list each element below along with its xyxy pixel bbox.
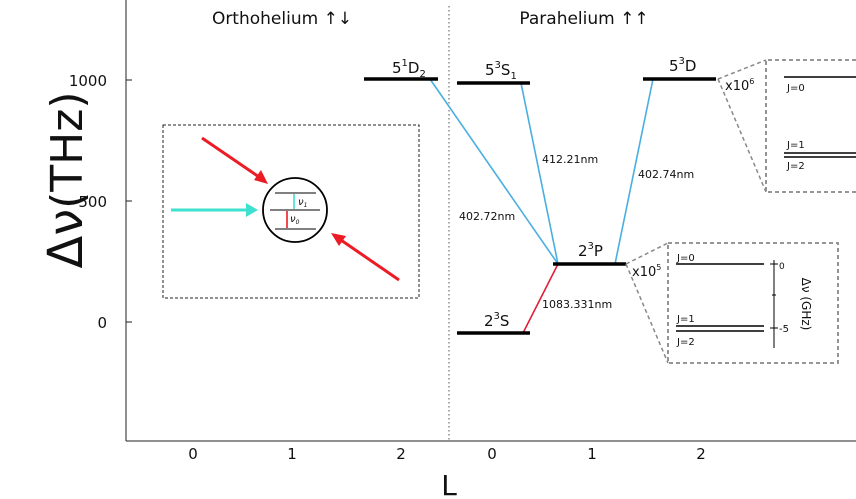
transition-5-1d2-to-2-3p [429,78,559,265]
y-tick-label-0: 0 [97,314,107,332]
upper-inset-j2-label: J=2 [786,161,805,172]
wavelength-1083-331: 1083.331nm [542,298,612,311]
x-tick-label-left-1: 1 [287,445,297,463]
x-tick-label-left-0: 0 [188,445,198,463]
level-label-2-3s: 23S [484,311,509,330]
lower-inset-connector-top [625,242,669,265]
lower-inset-connector-bottom [625,263,669,364]
y-axis-symbol: Δν [38,209,94,269]
svg-text:Δν(THz): Δν(THz) [38,91,94,268]
lower-inset-box [667,242,839,364]
upper-inset-scale: x106 [725,77,754,94]
laser-cartoon-box [162,124,420,299]
y-axis-title: Δν(THz) [38,91,94,268]
upper-inset-connector-bottom [717,78,767,193]
y-tick-label-1000: 1000 [69,72,107,90]
y-axis-unit: (THz) [42,91,93,208]
lower-inset-axis-label-5: -5 [779,324,789,335]
x-axis-title: L [441,469,457,499]
red-laser-arrowhead-lower [331,233,346,246]
lower-inset-j2-label: J=2 [676,337,695,348]
parahelium-header: Parahelium ↑↑ [519,9,648,29]
transition-5-3d-to-2-3p [614,78,654,265]
svg-text:Δν (GHz): Δν (GHz) [799,278,813,331]
red-laser-arrow-upper [201,136,263,181]
upper-inset-j1-label: J=1 [786,140,805,151]
red-laser-arrowhead-upper [254,170,268,184]
level-label-5-3s1: 53S1 [485,60,517,82]
lower-inset-j1-label: J=1 [676,314,695,325]
x-tick-label-right-2: 2 [696,445,706,463]
lower-inset-axis-label-0: 0 [779,262,785,272]
x-tick-label-right-1: 1 [587,445,597,463]
wavelength-402-72: 402.72nm [459,210,515,223]
transition-5-3s1-to-2-3p [520,82,559,265]
orthohelium-header: Orthohelium ↑↓ [212,9,352,29]
nu0-label: ν0 [290,214,300,226]
level-label-5-1d2: 51D2 [392,58,426,80]
x-tick-label-left-2: 2 [396,445,406,463]
transition-2-3p-to-2-3s [522,263,559,334]
wavelength-402-74: 402.74nm [638,168,694,181]
lower-inset-scale: x105 [632,263,661,280]
cyan-laser-arrowhead [246,203,258,217]
level-label-5-3d: 53D [669,56,696,75]
lower-inset-j0-label: J=0 [676,253,695,264]
level-label-2-3p: 23P [578,241,603,260]
wavelength-412-21: 412.21nm [542,153,598,166]
upper-inset-connector-top [717,59,767,80]
x-tick-label-right-0: 0 [487,445,497,463]
lower-inset-axis-title: Δν (GHz) [799,278,813,331]
nu1-label: ν1 [298,197,307,209]
upper-inset-box [765,59,856,193]
y-tick-label-500: 500 [78,193,107,211]
upper-inset-j0-label: J=0 [786,83,805,94]
red-laser-arrow-lower [337,236,400,282]
